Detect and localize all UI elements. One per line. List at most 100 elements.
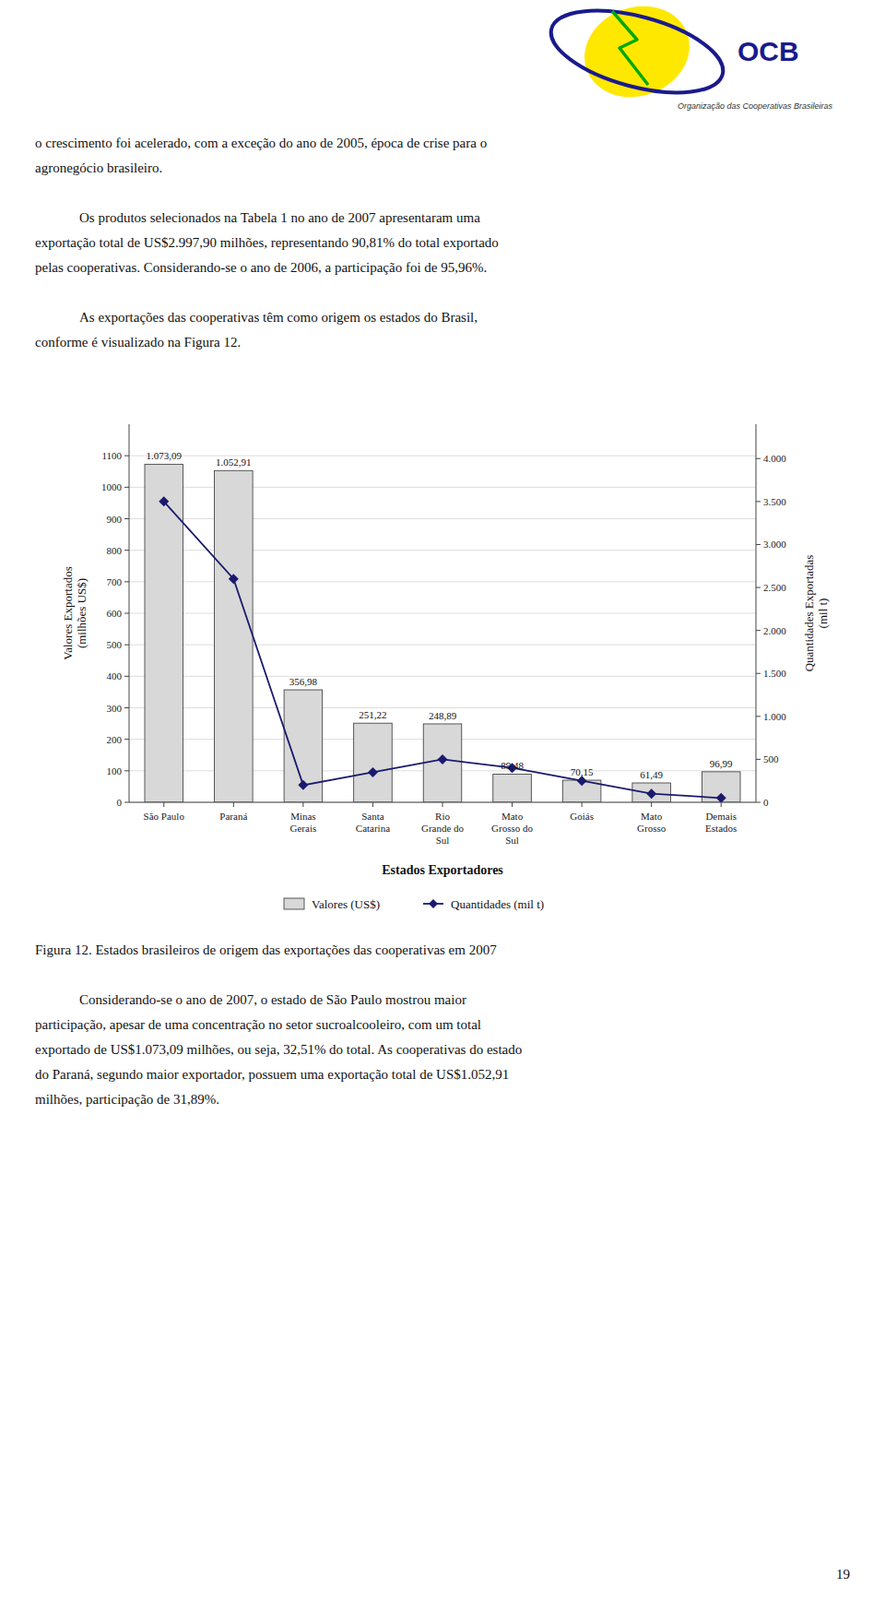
legend-label: Valores (US$)	[311, 896, 380, 911]
x-tick	[720, 802, 722, 807]
text-line: Grosso	[637, 822, 667, 834]
y-tick-label: 100	[106, 765, 123, 777]
legend-swatch	[283, 897, 305, 909]
x-tick	[302, 802, 304, 807]
x-tick-label: Goiás	[569, 810, 594, 822]
text-line: (milhões US$)	[74, 578, 89, 649]
bar	[354, 722, 393, 803]
y-tick-label: 0	[117, 796, 123, 808]
text-line: Grande do	[421, 822, 465, 834]
y-tick	[124, 518, 130, 520]
x-tick-label: MatoGrosso	[637, 810, 667, 834]
paragraph-line: agronegócio brasileiro.	[35, 160, 163, 176]
x-tick-label: RioGrande doSul	[421, 810, 465, 846]
y-tick	[124, 486, 130, 488]
text-line: Sul	[436, 834, 450, 846]
y-tick-label: 300	[106, 702, 123, 714]
y-axis	[129, 424, 130, 803]
y2-tick-label: 4.000	[763, 452, 787, 464]
y2-tick-label: 1.500	[763, 667, 787, 679]
y2-tick	[755, 629, 761, 631]
x-tick-label: MinasGerais	[290, 810, 318, 834]
paragraph-line: Considerando-se o ano de 2007, o estado …	[79, 991, 467, 1007]
plot-data	[144, 463, 741, 803]
y2-tick	[755, 802, 761, 803]
y-tick	[124, 549, 130, 551]
y-tick	[124, 455, 130, 457]
data-label: 248,89	[428, 709, 458, 721]
x-tick-label: DemaisEstados	[705, 810, 737, 834]
text-line: Goiás	[569, 810, 594, 822]
chart: 0100200300400500600700800900100011000500…	[60, 424, 830, 911]
text-line: Grosso do	[491, 822, 533, 834]
data-label: 70,15	[570, 766, 594, 778]
y2-axis	[755, 424, 757, 803]
line-marker	[158, 495, 169, 507]
bar	[493, 773, 532, 803]
x-tick	[581, 802, 583, 807]
y-tick	[124, 675, 130, 677]
text-line: Minas	[290, 810, 317, 822]
data-label: 1.052,91	[215, 456, 252, 468]
y-tick	[124, 644, 130, 646]
x-tick-label: São Paulo	[143, 810, 186, 822]
bar	[423, 723, 462, 803]
caption: Figura 12. Estados brasileiros de origem…	[35, 942, 497, 957]
x-tick	[650, 802, 652, 807]
y2-tick	[755, 543, 761, 545]
data-label: 1.073,09	[146, 449, 183, 461]
y2-tick-label: 3.500	[763, 495, 787, 508]
paragraph-line: As exportações das cooperativas têm como…	[79, 309, 478, 325]
y2-tick	[755, 587, 761, 589]
data-label: 356,98	[289, 675, 319, 687]
y-tick-label: 900	[106, 513, 123, 525]
paragraph-line: do Paraná, segundo maior exportador, pos…	[35, 1066, 509, 1082]
y-tick	[124, 802, 130, 803]
text-line: Mato	[640, 810, 663, 822]
paragraph-line: exportação total de US$2.997,90 milhões,…	[35, 235, 499, 250]
y-tick	[124, 613, 130, 614]
y-tick-label: 600	[106, 607, 123, 619]
y2-tick-label: 1.000	[763, 710, 787, 722]
text-line: Sul	[505, 834, 520, 846]
text-line: Mato	[501, 810, 524, 822]
text-line: Valores Exportados	[60, 566, 75, 660]
text-line: São Paulo	[143, 810, 186, 822]
x-tick	[511, 802, 513, 807]
x-axis-title: Estados Exportadores	[381, 862, 504, 877]
text-line: Quantidades Exportadas	[802, 554, 816, 673]
y-tick-label: 400	[106, 670, 123, 682]
x-tick	[442, 802, 444, 807]
line-marker	[716, 792, 727, 803]
legend: Valores (US$)Quantidades (mil t)	[283, 896, 544, 911]
x-tick-label: SantaCatarina	[355, 810, 390, 834]
text-line: Paraná	[219, 810, 248, 822]
x-tick	[233, 802, 235, 807]
y-tick-label: 500	[106, 638, 123, 650]
logo-subtitle: Organização das Cooperativas Brasileiras	[677, 101, 834, 111]
data-label: 61,49	[639, 768, 663, 780]
paragraph-line: pelas cooperativas. Considerando-se o an…	[35, 259, 487, 275]
y-tick-label: 1000	[101, 481, 123, 493]
text-line: Santa	[361, 810, 385, 822]
line-marker	[437, 754, 449, 765]
line-marker	[646, 788, 657, 799]
y2-tick	[755, 672, 761, 674]
y2-tick	[755, 758, 761, 760]
y2-axis-title: Quantidades Exportadas(mil t)	[802, 554, 830, 673]
page: OCB Organização das Cooperativas Brasilei…	[0, 0, 885, 1600]
y-tick	[124, 707, 130, 708]
y-tick	[124, 738, 130, 740]
bar	[632, 782, 672, 803]
x-tick	[372, 802, 374, 807]
paragraph-line: exportado de US$1.073,09 milhões, ou sej…	[35, 1041, 522, 1057]
page-number: 19	[836, 1566, 850, 1582]
text-line: Gerais	[290, 822, 318, 834]
grid	[129, 455, 756, 803]
text-line: (mil t)	[815, 598, 830, 629]
x-tick-label: Paraná	[219, 810, 248, 822]
line-marker	[297, 779, 308, 791]
y-tick-label: 700	[106, 576, 123, 588]
logo-title: OCB	[737, 35, 800, 67]
legend-marker	[428, 898, 438, 909]
